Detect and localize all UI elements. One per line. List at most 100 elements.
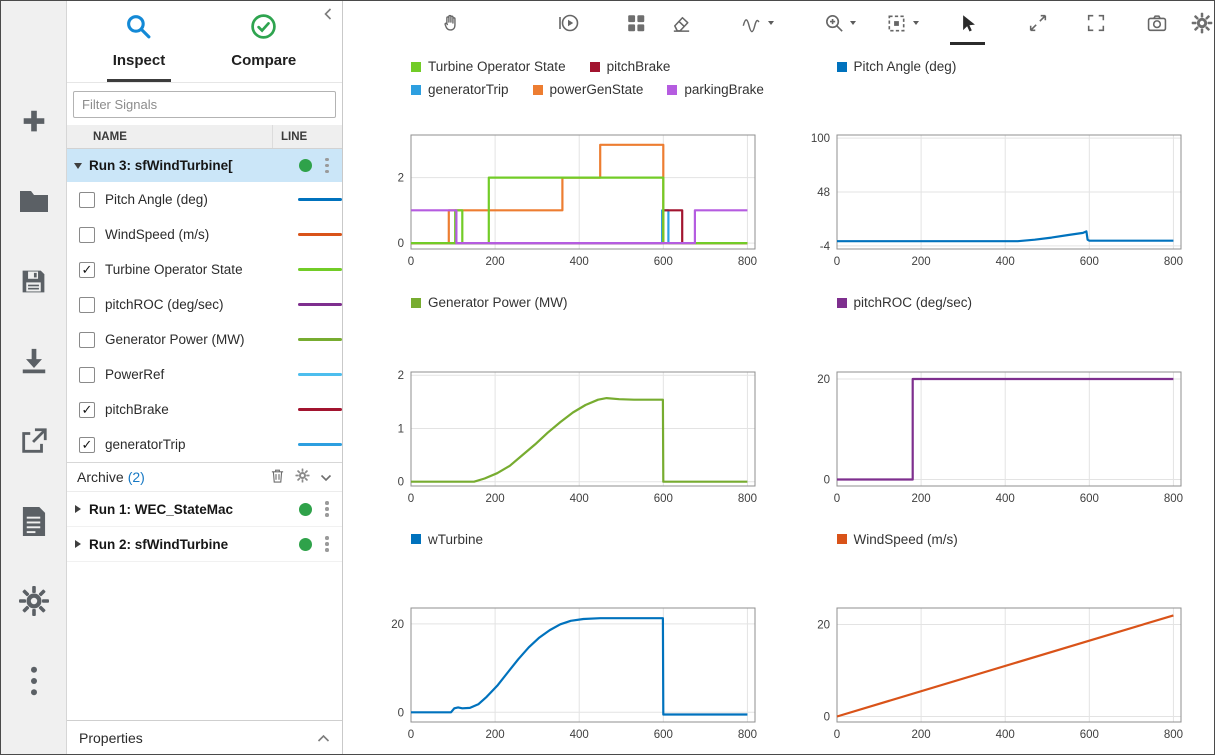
run-menu-icon[interactable] [312, 497, 342, 521]
legend-item[interactable]: generatorTrip [411, 82, 509, 97]
fullscreen-icon[interactable] [1084, 10, 1109, 36]
signal-row[interactable]: PowerRef [67, 357, 342, 392]
plot-canvas[interactable]: 0200400600800-448100 [791, 127, 1197, 273]
chevron-up-icon[interactable] [317, 730, 330, 746]
plot-canvas[interactable]: 0200400600800020 [791, 600, 1197, 746]
svg-text:600: 600 [1079, 493, 1098, 505]
legend-item[interactable]: WindSpeed (m/s) [837, 532, 958, 547]
svg-text:800: 800 [1163, 729, 1182, 741]
legend-item[interactable]: parkingBrake [667, 82, 764, 97]
left-toolbar [1, 1, 67, 754]
settings-gear-icon[interactable] [1189, 10, 1214, 36]
archive-settings-gear-icon[interactable] [295, 468, 310, 486]
expand-icon[interactable] [67, 540, 89, 548]
signal-checkbox[interactable] [79, 332, 95, 348]
legend-swatch [411, 62, 421, 72]
signal-checkbox[interactable] [79, 297, 95, 313]
zoom-dropdown-icon[interactable] [850, 21, 856, 25]
chevron-down-icon[interactable] [320, 469, 332, 485]
pan-hand-icon[interactable] [439, 10, 464, 36]
tab-compare-label: Compare [231, 52, 296, 69]
signal-checkbox[interactable] [79, 192, 95, 208]
subplot-layout-icon[interactable] [624, 10, 649, 36]
legend-item[interactable]: powerGenState [533, 82, 644, 97]
signal-line-cell [269, 338, 342, 342]
properties-header[interactable]: Properties [67, 720, 342, 754]
more-options-icon[interactable] [1, 641, 67, 721]
signal-row[interactable]: Generator Power (MW) [67, 322, 342, 357]
run-menu-icon[interactable] [312, 532, 342, 556]
signal-checkbox[interactable] [79, 227, 95, 243]
plot-pitch-roc[interactable]: pitchROC (deg/sec) 0200400600800020 [781, 281, 1207, 517]
replay-cursor-icon[interactable] [556, 10, 581, 36]
legend-item[interactable]: pitchROC (deg/sec) [837, 295, 973, 310]
plot-turbine-states[interactable]: Turbine Operator State pitchBrake generato… [355, 45, 781, 281]
trash-icon[interactable] [270, 468, 285, 487]
plot-canvas[interactable]: 0200400600800012 [365, 364, 771, 510]
signal-row[interactable]: Pitch Angle (deg) [67, 182, 342, 217]
export-icon[interactable] [1, 401, 67, 481]
legend-item[interactable]: Generator Power (MW) [411, 295, 568, 310]
signal-cursor-dropdown-icon[interactable] [768, 21, 774, 25]
run-row-selected[interactable]: Run 3: sfWindTurbine[ [67, 149, 342, 182]
collapse-sidebar-icon[interactable] [322, 7, 334, 26]
tab-compare[interactable]: Compare [225, 13, 302, 82]
signal-line-swatch [298, 233, 342, 237]
fit-to-view-icon[interactable] [884, 10, 909, 36]
tab-inspect[interactable]: Inspect [107, 13, 172, 82]
svg-text:20: 20 [817, 620, 830, 632]
legend-item[interactable]: wTurbine [411, 532, 483, 547]
preferences-gear-icon[interactable] [1, 561, 67, 641]
plot-canvas[interactable]: 020040060080002 [365, 127, 771, 273]
plot-pitch-angle[interactable]: Pitch Angle (deg) 0200400600800-448100 [781, 45, 1207, 281]
plot-w-turbine[interactable]: wTurbine 0200400600800020 [355, 518, 781, 754]
svg-text:0: 0 [398, 238, 404, 250]
run-menu-icon[interactable] [312, 154, 342, 178]
save-icon[interactable] [1, 241, 67, 321]
signal-list: Pitch Angle (deg)WindSpeed (m/s)✓Turbine… [67, 182, 342, 462]
filter-signals-input[interactable] [73, 91, 336, 118]
zoom-icon[interactable] [822, 10, 847, 36]
archive-run-row[interactable]: Run 1: WEC_StateMac [67, 492, 342, 527]
expand-icon[interactable] [67, 505, 89, 513]
signal-checkbox[interactable] [79, 367, 95, 383]
svg-text:400: 400 [995, 729, 1014, 741]
report-icon[interactable] [1, 481, 67, 561]
signal-row[interactable]: ✓ generatorTrip [67, 427, 342, 462]
plot-legend: Turbine Operator State pitchBrake generato… [411, 59, 771, 97]
signal-row[interactable]: ✓Turbine Operator State [67, 252, 342, 287]
signal-checkbox[interactable]: ✓ [79, 262, 95, 278]
expand-collapse-icon[interactable] [67, 163, 89, 169]
plot-wind-speed[interactable]: WindSpeed (m/s) 0200400600800020 [781, 518, 1207, 754]
add-icon[interactable] [1, 81, 67, 161]
signal-checkbox[interactable]: ✓ [79, 402, 95, 418]
legend-item[interactable]: Pitch Angle (deg) [837, 59, 957, 74]
pointer-icon[interactable] [955, 10, 980, 36]
archive-header[interactable]: Archive (2) [67, 462, 342, 492]
signal-checkbox[interactable]: ✓ [79, 437, 95, 453]
eraser-icon[interactable] [669, 10, 694, 36]
svg-text:800: 800 [738, 729, 757, 741]
svg-text:200: 200 [486, 493, 505, 505]
svg-text:400: 400 [570, 256, 589, 268]
plot-canvas[interactable]: 0200400600800020 [365, 600, 771, 746]
signal-row[interactable]: pitchROC (deg/sec) [67, 287, 342, 322]
open-folder-icon[interactable] [1, 161, 67, 241]
snapshot-camera-icon[interactable] [1145, 10, 1170, 36]
plot-canvas[interactable]: 0200400600800020 [791, 364, 1197, 510]
legend-label: wTurbine [428, 532, 483, 547]
archive-run-row[interactable]: Run 2: sfWindTurbine [67, 527, 342, 562]
import-icon[interactable] [1, 321, 67, 401]
filter-signals-container [67, 83, 342, 125]
fit-to-view-dropdown-icon[interactable] [913, 21, 919, 25]
svg-text:1: 1 [398, 423, 404, 435]
signal-row[interactable]: ✓pitchBrake [67, 392, 342, 427]
check-circle-icon [250, 13, 277, 45]
expand-icon[interactable] [1026, 10, 1051, 36]
legend-item[interactable]: pitchBrake [590, 59, 671, 74]
signal-cursor-icon[interactable] [739, 10, 764, 36]
plot-generator-power[interactable]: Generator Power (MW) 0200400600800012 [355, 281, 781, 517]
legend-item[interactable]: Turbine Operator State [411, 59, 566, 74]
signal-label: generatorTrip [105, 437, 269, 452]
signal-row[interactable]: WindSpeed (m/s) [67, 217, 342, 252]
